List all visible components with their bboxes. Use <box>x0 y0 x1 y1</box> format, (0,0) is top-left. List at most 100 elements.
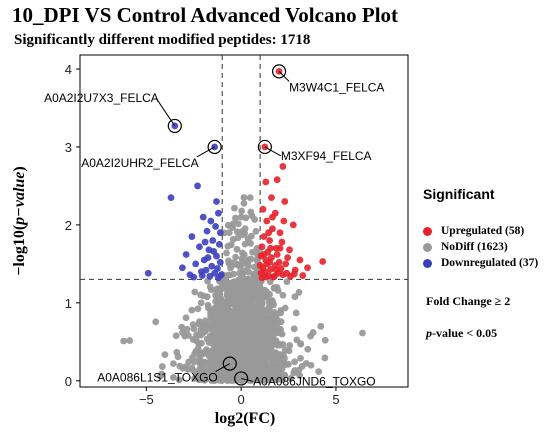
nodiff-point <box>297 340 305 348</box>
nodiff-point <box>242 214 250 222</box>
nodiff-point <box>239 295 247 303</box>
downregulated-point <box>211 143 219 151</box>
annotation-leader <box>264 146 282 157</box>
p-italic: p <box>426 326 432 340</box>
nodiff-point <box>223 249 230 257</box>
upregulated-point <box>260 251 268 258</box>
downregulated-point <box>178 264 186 272</box>
nodiff-point <box>296 371 303 379</box>
nodiff-point <box>223 369 231 377</box>
chart-subtitle: Significantly different modified peptide… <box>14 32 311 48</box>
upregulated-point <box>289 221 297 229</box>
nodiff-point <box>226 271 234 279</box>
nodiff-point <box>251 304 258 311</box>
downregulated-point <box>210 247 218 255</box>
nodiff-point <box>223 346 231 354</box>
nodiff-point <box>228 294 236 302</box>
upregulated-point <box>280 217 288 225</box>
nodiff-point <box>158 363 166 370</box>
nodiff-point <box>253 294 261 302</box>
nodiff-point <box>221 375 229 383</box>
nodiff-point <box>233 228 241 236</box>
x-tick-label: 5 <box>332 392 339 407</box>
nodiff-point <box>292 309 300 317</box>
p-value-criterion: p-value < 0.05 <box>426 326 497 341</box>
nodiff-point <box>239 279 247 287</box>
downregulated-point <box>204 254 212 262</box>
annotation-leader <box>155 97 176 127</box>
downregulated-point <box>215 274 222 282</box>
nodiff-point <box>172 332 180 340</box>
upregulated-point <box>304 264 311 272</box>
upregulated-point <box>263 217 271 225</box>
nodiff-point <box>238 207 246 215</box>
nodiff-point <box>317 322 325 330</box>
nodiff-point <box>230 259 238 266</box>
nodiff-point <box>232 253 240 261</box>
nodiff-point <box>291 358 299 366</box>
nodiff-point <box>258 289 266 297</box>
legend-item-downregulated: Downregulated (37) <box>423 256 538 270</box>
nodiff-point <box>161 351 169 359</box>
nodiff-point <box>231 321 239 329</box>
nodiff-point <box>241 240 249 248</box>
nodiff-point <box>244 301 251 309</box>
nodiff-point <box>215 322 222 330</box>
nodiff-point <box>196 318 204 326</box>
annotation-label: A0A2I2U7X3_FELCA <box>44 91 159 105</box>
downregulated-point <box>188 233 196 240</box>
nodiff-point <box>277 318 285 326</box>
nodiff-point <box>225 300 232 307</box>
downregulated-point <box>171 122 179 130</box>
upregulated-point <box>276 244 284 252</box>
nodiff-point <box>213 287 221 294</box>
annotation-leader <box>215 363 231 373</box>
nodiff-point <box>254 355 261 363</box>
downregulated-point <box>209 237 217 244</box>
downregulated-point <box>199 213 207 221</box>
nodiff-point <box>217 294 225 302</box>
legend-item-upregulated: Upregulated (58) <box>423 224 524 238</box>
nodiff-point <box>197 299 205 307</box>
nodiff-point <box>287 374 295 382</box>
downregulated-point <box>215 240 223 248</box>
nodiff-point <box>252 227 260 235</box>
annotation-ring <box>257 139 272 155</box>
nodiff-point <box>259 363 267 371</box>
downregulated-point <box>196 243 203 251</box>
annotation-label: A0A2I2UHR2_FELCA <box>81 156 198 170</box>
upregulated-point <box>258 243 266 251</box>
nodiff-point <box>170 374 177 381</box>
nodiff-point <box>283 360 290 368</box>
nodiff-point <box>244 348 252 356</box>
nodiff-point <box>271 326 279 334</box>
nodiff-point <box>225 341 233 348</box>
y-tick-label: 2 <box>65 218 72 233</box>
nodiff-point <box>152 318 160 326</box>
nodiff-point <box>290 325 298 333</box>
nodiff-point <box>220 284 228 292</box>
legend-swatch-nodiff <box>423 242 432 252</box>
nodiff-point <box>244 235 252 243</box>
nodiff-point <box>216 367 223 375</box>
annotation-ring <box>207 139 222 155</box>
downregulated-point <box>216 229 224 237</box>
nodiff-point <box>278 376 286 384</box>
nodiff-point <box>261 323 269 331</box>
nodiff-point <box>268 317 276 325</box>
upregulated-point <box>257 269 265 277</box>
downregulated-point <box>198 272 206 279</box>
annotation-label: A0A086JND6_TOXGO <box>253 374 376 388</box>
nodiff-point <box>309 329 317 336</box>
nodiff-point <box>245 294 253 301</box>
upregulated-point <box>268 194 275 202</box>
nodiff-point <box>182 363 190 371</box>
legend-label-nodiff: NoDiff (1623) <box>441 241 508 253</box>
y-tick-label: 3 <box>65 140 72 155</box>
upregulated-point <box>266 237 273 244</box>
nodiff-point <box>216 341 223 349</box>
annotation-label: A0A086L1S1_TOXGO <box>97 371 218 385</box>
nodiff-point <box>274 341 281 349</box>
downregulated-point <box>192 260 200 268</box>
nodiff-point <box>197 291 205 299</box>
